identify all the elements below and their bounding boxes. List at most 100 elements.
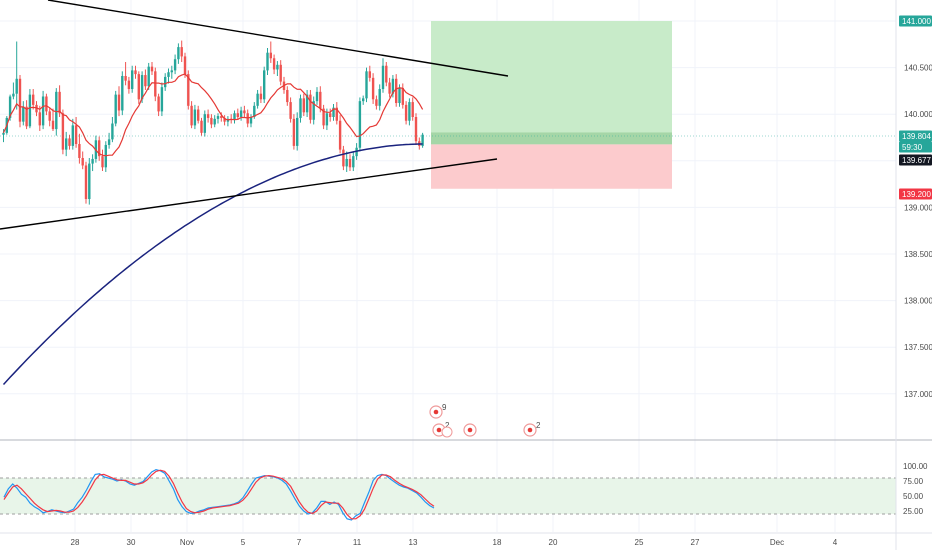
candle-body: [335, 107, 338, 121]
open-pnl-zone: [431, 132, 672, 145]
price-tick-label: 140.000: [904, 110, 932, 119]
candle-body: [259, 93, 263, 100]
time-tick-label: 18: [493, 538, 502, 547]
candle-body: [98, 140, 101, 157]
candle-body: [197, 109, 200, 121]
candle-body: [206, 114, 210, 118]
candle-body: [8, 96, 12, 118]
candle-body: [180, 47, 183, 57]
candle-body: [160, 87, 164, 112]
candle-body: [322, 108, 325, 126]
candle-body: [395, 78, 398, 104]
candle-body: [170, 70, 173, 73]
profit-zone: [431, 21, 672, 145]
candle-body: [256, 93, 259, 106]
candle-body: [368, 71, 371, 78]
candle-body: [269, 52, 272, 59]
candle-body: [55, 91, 58, 130]
candle-body: [38, 112, 41, 126]
trend-lines[interactable]: [0, 0, 509, 230]
candle-body: [91, 158, 94, 164]
candle-body: [223, 117, 226, 122]
price-tick-label: 137.000: [904, 390, 932, 399]
event-count: 2: [536, 421, 541, 430]
candle-body: [88, 163, 91, 200]
candle-body: [150, 66, 154, 72]
time-tick-label: 25: [635, 538, 644, 547]
candle-body: [315, 91, 319, 102]
moving-averages: [2, 73, 424, 386]
candle-body: [35, 104, 38, 113]
candle-body: [289, 102, 292, 119]
candle-body: [12, 93, 15, 97]
candle-body: [111, 123, 114, 140]
candle-body: [319, 91, 322, 109]
candle-body: [15, 78, 18, 94]
price-badges: 141.000 139.804 59:30 139.677 139.200: [0, 15, 932, 200]
time-tick-label: 7: [297, 538, 302, 547]
time-tick-label: Nov: [180, 538, 194, 547]
trend-line-lower: [0, 158, 498, 230]
candle-body: [193, 109, 197, 126]
candle-body: [220, 116, 223, 118]
candle-body: [22, 106, 25, 122]
candle-body: [167, 72, 170, 77]
candle-body: [137, 74, 140, 100]
candle-body: [154, 71, 157, 97]
candle-body: [342, 149, 345, 167]
candle-body: [411, 102, 414, 117]
candle-body: [144, 75, 147, 87]
candle-body: [385, 65, 388, 83]
candle-body: [404, 104, 408, 121]
event-flag-dot: [433, 409, 439, 415]
time-tick-label: 28: [71, 538, 80, 547]
candle-body: [173, 59, 177, 71]
candle-body: [61, 113, 65, 150]
candle-body: [286, 89, 289, 103]
candle-body: [45, 96, 48, 112]
candle-body: [292, 118, 296, 146]
oscillator-tick-label: 100.00: [903, 462, 928, 471]
position-tool[interactable]: [431, 21, 672, 189]
price-badge-label: 139.677: [902, 156, 931, 165]
candle-body: [121, 75, 124, 111]
time-tick-label: 11: [353, 538, 362, 547]
candle-body: [117, 94, 121, 111]
candle-body: [84, 165, 88, 200]
candle-body: [2, 132, 5, 135]
price-badge: [899, 141, 932, 153]
candle-body: [253, 105, 256, 117]
candle-body: [408, 102, 411, 121]
candle-body: [183, 56, 187, 75]
candle-body: [272, 58, 276, 70]
time-axis[interactable]: 28 30 Nov 5 7 11 13 18 20 25 27 Dec 4: [0, 532, 932, 547]
candle-body: [65, 138, 68, 150]
candle-body: [236, 113, 239, 117]
candle-body: [332, 107, 335, 117]
candle-body: [309, 94, 312, 120]
candle-body: [329, 113, 332, 117]
time-tick-label: 20: [549, 538, 558, 547]
candle-body: [348, 158, 352, 168]
candle-body: [164, 76, 167, 88]
candle-body: [375, 99, 378, 106]
candle-body: [249, 116, 253, 124]
candle-body: [352, 156, 355, 168]
candle-body: [134, 70, 137, 75]
candle-body: [388, 82, 391, 94]
candle-body: [338, 120, 342, 150]
candle-body: [345, 158, 348, 167]
candle-body: [371, 77, 375, 100]
candle-body: [81, 158, 84, 166]
event-count: 9: [442, 403, 447, 412]
candle-body: [381, 65, 385, 90]
candle-body: [48, 111, 51, 121]
candle-body: [243, 110, 246, 114]
candle-body: [263, 70, 266, 100]
event-flag-dot: [436, 427, 442, 433]
candle-body: [190, 105, 193, 126]
price-badge-label: 59:30: [902, 143, 923, 152]
price-badge-label: 141.000: [902, 17, 931, 26]
economic-events[interactable]: 9 2 2: [429, 403, 541, 438]
